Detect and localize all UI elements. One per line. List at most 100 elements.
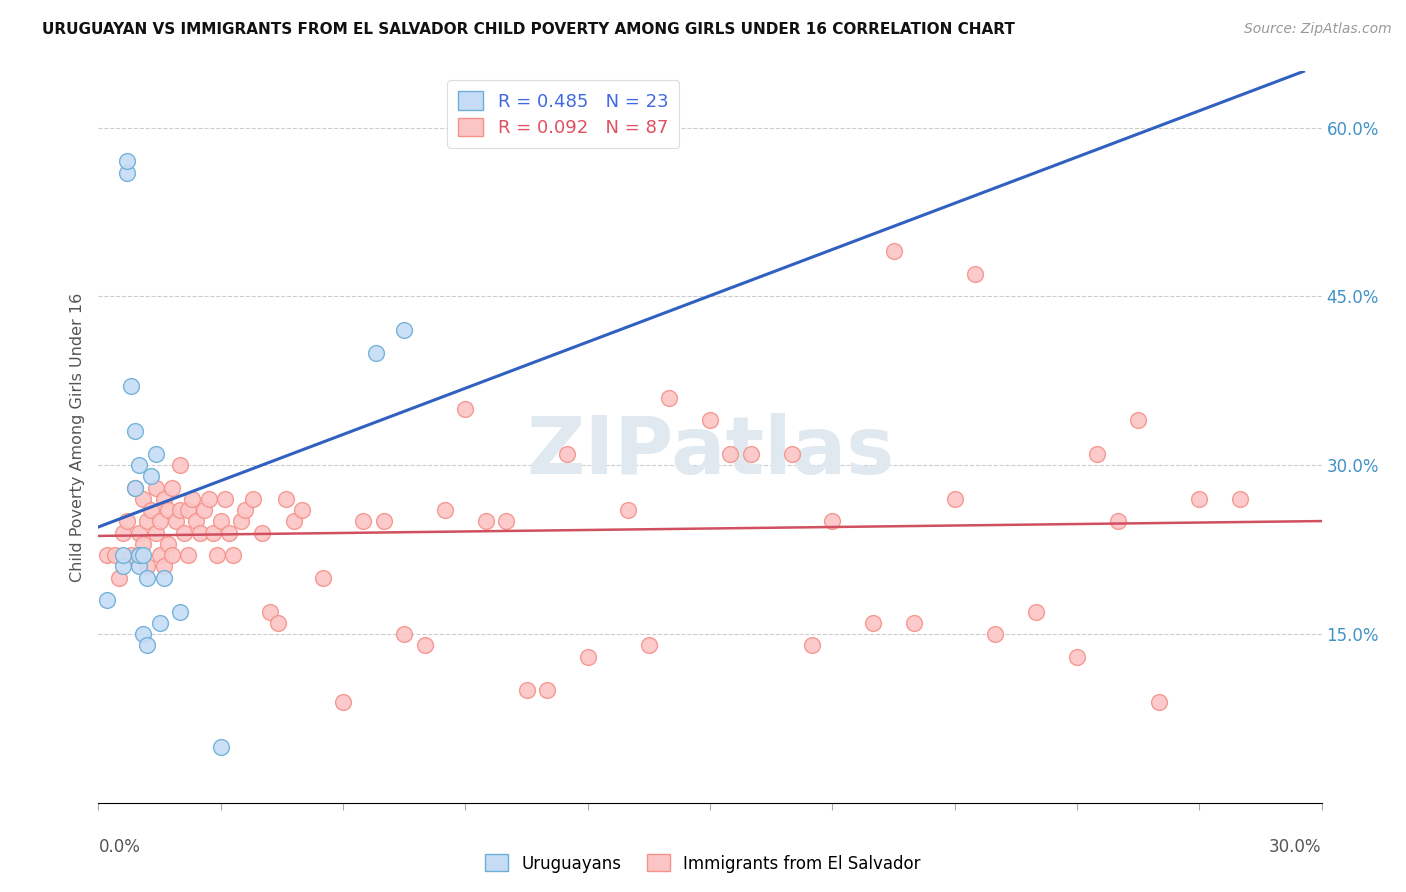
Text: ZIPatlas: ZIPatlas — [526, 413, 894, 491]
Point — [250, 525, 273, 540]
Point — [557, 447, 579, 461]
Point — [283, 515, 305, 529]
Point — [231, 515, 253, 529]
Point — [169, 605, 191, 619]
Point — [740, 447, 762, 461]
Point — [495, 515, 517, 529]
Point — [242, 491, 264, 506]
Point — [576, 649, 599, 664]
Point — [128, 458, 150, 473]
Point — [149, 615, 172, 630]
Point — [373, 515, 395, 529]
Point — [136, 571, 159, 585]
Point — [197, 491, 219, 506]
Point — [312, 571, 335, 585]
Point — [222, 548, 245, 562]
Text: URUGUAYAN VS IMMIGRANTS FROM EL SALVADOR CHILD POVERTY AMONG GIRLS UNDER 16 CORR: URUGUAYAN VS IMMIGRANTS FROM EL SALVADOR… — [42, 22, 1015, 37]
Point — [536, 683, 558, 698]
Point — [177, 548, 200, 562]
Point — [115, 515, 138, 529]
Point — [413, 638, 436, 652]
Point — [115, 166, 138, 180]
Point — [638, 638, 661, 652]
Point — [111, 525, 134, 540]
Point — [267, 615, 290, 630]
Point — [115, 154, 138, 169]
Point — [165, 515, 187, 529]
Point — [617, 503, 640, 517]
Text: 0.0%: 0.0% — [98, 838, 141, 856]
Point — [132, 627, 155, 641]
Legend: Uruguayans, Immigrants from El Salvador: Uruguayans, Immigrants from El Salvador — [478, 847, 928, 880]
Point — [132, 537, 155, 551]
Point — [169, 503, 191, 517]
Point — [152, 571, 174, 585]
Point — [96, 593, 118, 607]
Point — [173, 525, 195, 540]
Point — [120, 548, 142, 562]
Point — [128, 548, 150, 562]
Y-axis label: Child Poverty Among Girls Under 16: Child Poverty Among Girls Under 16 — [70, 293, 86, 582]
Point — [1229, 491, 1251, 506]
Point — [259, 605, 281, 619]
Point — [169, 458, 191, 473]
Point — [392, 323, 416, 337]
Point — [214, 491, 236, 506]
Point — [188, 525, 212, 540]
Point — [274, 491, 297, 506]
Point — [332, 694, 354, 708]
Point — [821, 515, 844, 529]
Point — [136, 559, 159, 574]
Point — [104, 548, 127, 562]
Point — [149, 515, 172, 529]
Point — [1066, 649, 1088, 664]
Point — [720, 447, 742, 461]
Point — [186, 515, 208, 529]
Point — [454, 401, 477, 416]
Point — [124, 481, 146, 495]
Point — [181, 491, 204, 506]
Point — [145, 447, 167, 461]
Point — [984, 627, 1007, 641]
Text: Source: ZipAtlas.com: Source: ZipAtlas.com — [1244, 22, 1392, 37]
Point — [1107, 515, 1129, 529]
Point — [152, 491, 174, 506]
Point — [201, 525, 224, 540]
Point — [699, 413, 721, 427]
Point — [233, 503, 256, 517]
Point — [120, 379, 142, 393]
Point — [145, 481, 167, 495]
Point — [111, 559, 134, 574]
Point — [160, 481, 183, 495]
Point — [141, 469, 163, 483]
Point — [474, 515, 498, 529]
Point — [132, 491, 155, 506]
Point — [160, 548, 183, 562]
Point — [392, 627, 416, 641]
Point — [156, 537, 179, 551]
Point — [205, 548, 228, 562]
Point — [434, 503, 457, 517]
Point — [1085, 447, 1108, 461]
Point — [291, 503, 314, 517]
Point — [193, 503, 215, 517]
Point — [516, 683, 538, 698]
Point — [862, 615, 884, 630]
Point — [108, 571, 131, 585]
Point — [141, 503, 163, 517]
Point — [903, 615, 925, 630]
Point — [156, 503, 179, 517]
Point — [1188, 491, 1211, 506]
Point — [209, 515, 232, 529]
Point — [1025, 605, 1047, 619]
Point — [1128, 413, 1150, 427]
Point — [128, 525, 150, 540]
Point — [801, 638, 824, 652]
Point — [218, 525, 240, 540]
Point — [145, 525, 167, 540]
Point — [152, 559, 174, 574]
Point — [780, 447, 803, 461]
Point — [136, 638, 159, 652]
Text: 30.0%: 30.0% — [1270, 838, 1322, 856]
Point — [364, 345, 387, 359]
